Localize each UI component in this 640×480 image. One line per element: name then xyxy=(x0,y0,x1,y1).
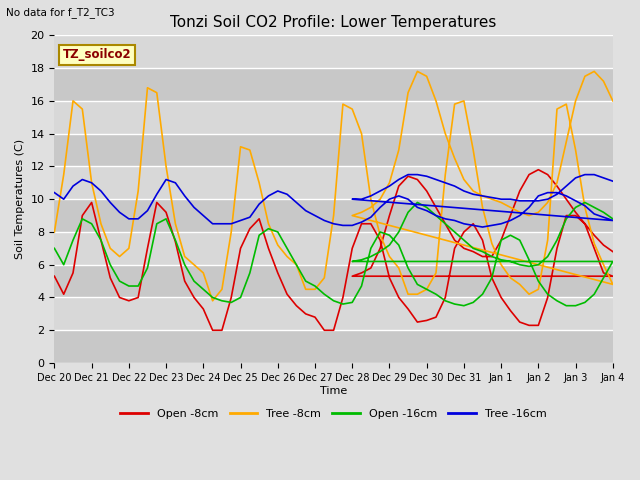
Bar xyxy=(54,232,613,265)
Legend: Open -8cm, Tree -8cm, Open -16cm, Tree -16cm: Open -8cm, Tree -8cm, Open -16cm, Tree -… xyxy=(116,404,551,423)
Bar xyxy=(54,199,613,232)
Bar xyxy=(54,101,613,133)
Bar xyxy=(54,36,613,68)
Bar xyxy=(54,330,613,363)
Bar xyxy=(54,167,613,199)
Bar xyxy=(54,298,613,330)
X-axis label: Time: Time xyxy=(320,385,348,396)
Y-axis label: Soil Temperatures (C): Soil Temperatures (C) xyxy=(15,139,25,259)
Text: No data for f_T2_TC3: No data for f_T2_TC3 xyxy=(6,7,115,18)
Bar xyxy=(54,133,613,167)
Text: TZ_soilco2: TZ_soilco2 xyxy=(63,48,131,61)
Bar xyxy=(54,265,613,298)
Title: Tonzi Soil CO2 Profile: Lower Temperatures: Tonzi Soil CO2 Profile: Lower Temperatur… xyxy=(170,15,497,30)
Bar xyxy=(54,68,613,101)
